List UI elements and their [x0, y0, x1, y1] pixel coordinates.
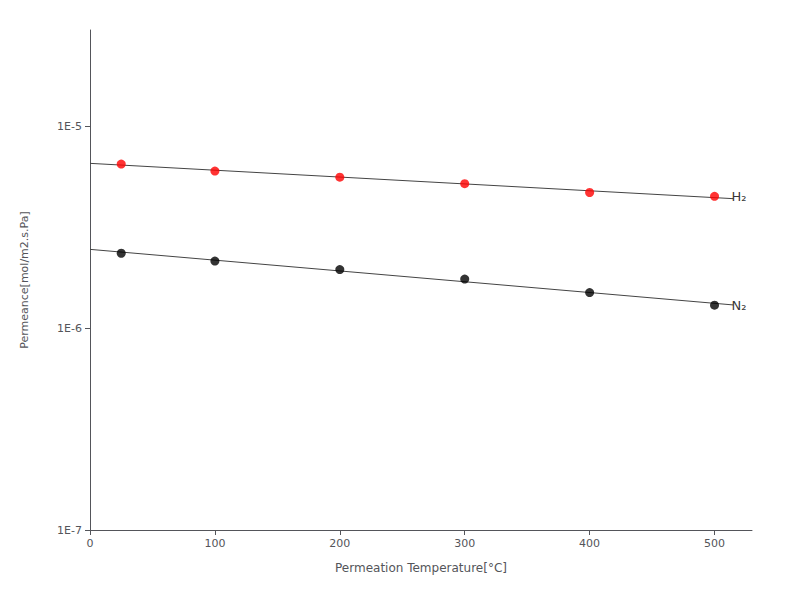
svg-text:H₂: H₂ [732, 189, 747, 204]
svg-text:1E-6: 1E-6 [57, 322, 82, 335]
svg-text:500: 500 [704, 537, 725, 550]
svg-text:1E-7: 1E-7 [57, 524, 82, 537]
svg-text:200: 200 [329, 537, 350, 550]
svg-text:400: 400 [579, 537, 600, 550]
svg-text:1E-5: 1E-5 [57, 120, 82, 133]
svg-text:Permeation Temperature[°C]: Permeation Temperature[°C] [335, 561, 507, 575]
svg-text:0: 0 [87, 537, 94, 550]
svg-text:300: 300 [454, 537, 475, 550]
svg-text:N₂: N₂ [732, 298, 747, 313]
svg-text:Permeance[mol/m2.s.Pa]: Permeance[mol/m2.s.Pa] [18, 211, 31, 348]
svg-text:100: 100 [204, 537, 225, 550]
